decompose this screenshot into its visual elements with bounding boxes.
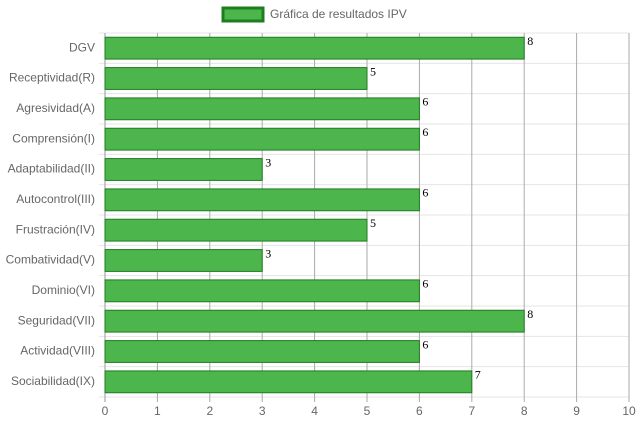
y-tick-label: DGV [69,40,95,54]
x-tick-label: 4 [311,404,318,418]
value-label: 8 [527,307,533,321]
bar [104,340,420,363]
value-label: 6 [422,95,428,109]
y-tick-label: Seguridad(VII) [18,313,95,327]
bar [104,370,473,394]
bar [104,309,525,333]
x-tick-label: 3 [259,404,266,418]
value-label: 6 [422,125,428,139]
y-tick-label: Comprensión(I) [12,131,95,145]
x-tick-label: 8 [521,404,528,418]
legend-swatch [221,6,265,23]
x-tick-label: 9 [573,404,580,418]
value-label: 6 [422,277,428,291]
bar [104,218,368,242]
value-label: 3 [265,246,271,260]
value-label: 7 [475,368,481,382]
value-label: 8 [527,34,533,48]
y-tick-label: Autocontrol(III) [16,192,95,206]
bar [104,127,420,151]
x-tick-label: 7 [468,404,475,418]
x-tick-label: 10 [622,404,636,418]
y-tick-label: Actividad(VIII) [20,344,95,358]
y-tick-label: Sociabilidad(IX) [11,374,95,388]
y-tick-label: Frustración(IV) [16,222,95,236]
value-label: 5 [370,216,376,230]
bar [104,249,263,272]
x-tick-label: 5 [364,404,371,418]
bar [104,158,263,181]
bar [104,36,525,60]
y-tick-label: Receptividad(R) [9,71,95,85]
y-tick-label: Adaptabilidad(II) [8,162,95,176]
value-label: 6 [422,186,428,200]
y-tick-label: Dominio(VI) [32,283,95,297]
legend-label: Gráfica de resultados IPV [270,7,407,21]
value-label: 6 [422,337,428,351]
x-tick-label: 0 [102,404,109,418]
value-label: 3 [265,155,271,169]
x-tick-label: 6 [416,404,423,418]
x-tick-label: 1 [154,404,161,418]
bar [104,97,420,121]
y-tick-label: Agresividad(A) [16,101,95,115]
y-tick-label: Combatividad(V) [6,253,95,267]
bar [104,67,368,90]
x-tick-label: 2 [206,404,213,418]
value-label: 5 [370,64,376,78]
bar [104,188,420,212]
bar [104,279,420,303]
